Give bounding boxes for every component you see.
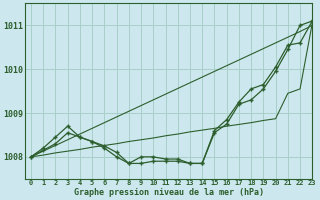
X-axis label: Graphe pression niveau de la mer (hPa): Graphe pression niveau de la mer (hPa) — [74, 188, 264, 197]
